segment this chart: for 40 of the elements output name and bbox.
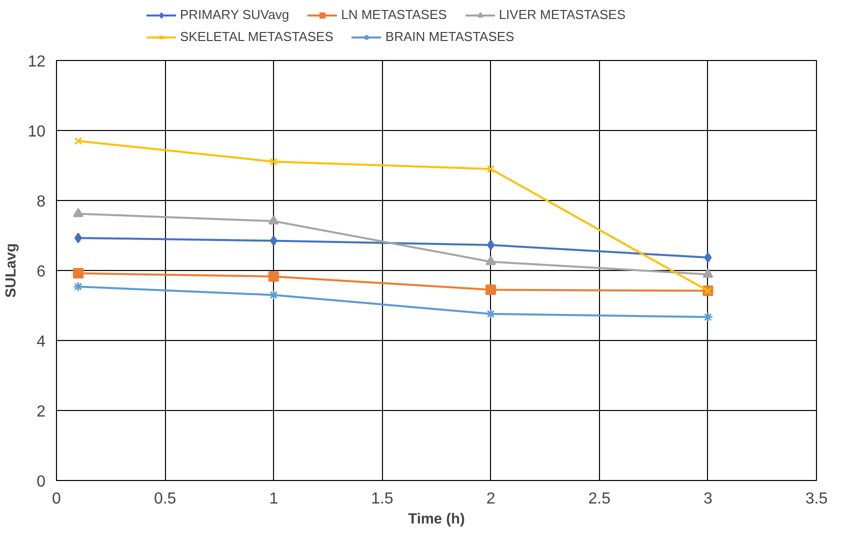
point: [270, 158, 278, 166]
point: [486, 308, 496, 320]
legend-label: LIVER METASTASES: [498, 7, 626, 22]
point: [704, 252, 712, 263]
point: [268, 290, 279, 300]
x-tick-label: 1: [269, 490, 278, 508]
y-tick-label: 12: [28, 54, 46, 70]
point: [486, 165, 495, 173]
point: [270, 236, 278, 246]
point: [268, 215, 279, 224]
x-axis-title: Time (h): [408, 512, 465, 528]
point: [72, 281, 84, 292]
y-tick-label: 10: [28, 124, 46, 140]
x-tick-label: 2: [486, 490, 496, 508]
point: [72, 268, 84, 279]
point: [487, 240, 495, 250]
point: [486, 284, 496, 295]
point: [486, 256, 496, 266]
x-tick-label: 3: [703, 490, 712, 508]
point: [268, 271, 279, 282]
legend-label: SKELETAL METASTASES: [180, 29, 334, 44]
point: [74, 137, 82, 145]
point: [702, 268, 714, 278]
y-tick-label: 8: [36, 194, 46, 210]
y-tick-label: 4: [36, 334, 46, 350]
x-tick-label: 0.5: [154, 490, 176, 508]
point: [74, 232, 82, 244]
legend-label: LN METASTASES: [341, 7, 447, 22]
x-tick-label: 3.5: [805, 490, 828, 508]
y-tick-label: 6: [36, 264, 46, 280]
point: [72, 208, 84, 218]
y-tick-label: 2: [36, 404, 46, 420]
legend-label: PRIMARY SUVavg: [180, 7, 290, 22]
y-axis-title: SULavg: [4, 243, 20, 298]
legend-label: BRAIN METASTASES: [385, 29, 514, 44]
point: [702, 312, 714, 322]
x-tick-label: 0: [52, 490, 62, 508]
y-tick-label: 0: [36, 474, 46, 490]
x-tick-label: 2.5: [588, 490, 611, 508]
x-tick-label: 1.5: [371, 490, 394, 508]
